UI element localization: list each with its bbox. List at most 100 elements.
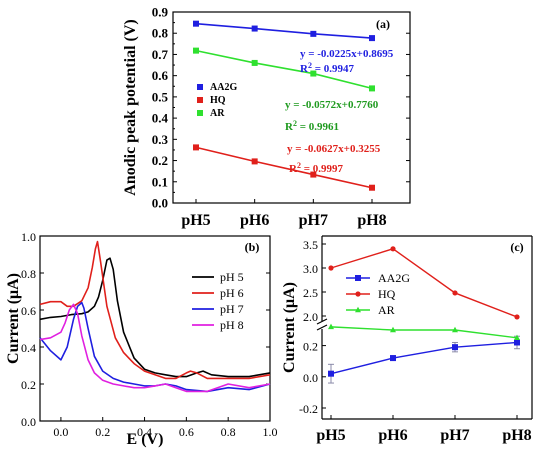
y-tick-label-b: 1.0 [21,230,36,244]
axis-break-mark [316,324,328,331]
data-point-hq [514,314,520,320]
r-squared-hq: R2 = 0.9997 [289,161,343,175]
y-tick-label-a: 0.9 [152,5,169,20]
data-point-hq [328,265,334,271]
series-curve-ph6 [39,240,271,380]
series-line-aa2g [330,341,518,375]
series-curve-ph7 [39,301,271,393]
panel-a: 0.0 0.1 0.2 0.3 0.4 0.5 0.6 0.7 0.8 0.9 pH5 pH6 pH7 p… [122,5,411,229]
data-point-ar [193,47,199,54]
data-point-hq [193,144,199,151]
y-tick-label-b: 0.4 [21,341,36,355]
y-tick-label-b: 0.8 [21,267,36,281]
panel-c: 2.0 2.5 3.0 3.5 -0.2 0.0 0.2 pH5 pH6 pH7 pH8 Curren… [281,235,533,444]
y-tick-label-a: 0.5 [152,89,169,104]
series-line-hq [330,248,518,318]
y-axis-label-a: Anodic peak potential (V) [122,19,139,195]
data-point-aa2g [369,35,375,42]
series-line-aa2g [195,22,373,39]
data-point-aa2g [514,339,520,346]
y-tick-label-a: 0.4 [152,111,169,126]
legend-marker-hq [197,97,203,103]
x-tick-label-b: 0.6 [179,425,194,439]
x-tick-label-a: pH5 [181,212,210,229]
data-point-aa2g [328,370,334,377]
x-tick-label-c: pH7 [440,427,469,444]
data-point-ar [452,326,458,333]
legend-label-ph8: pH 8 [220,318,244,332]
y-tick-label-c: 3.0 [303,262,318,276]
data-point-ar [369,85,375,92]
panel-label-b: (b) [245,240,260,254]
y-tick-label-c: 2.0 [303,310,318,324]
y-tick-label-a: 0.6 [152,68,169,83]
x-tick-label-b: 0.2 [95,425,110,439]
axis-break-mark [316,318,328,325]
x-tick-label-c: pH8 [502,427,531,444]
x-tick-label-a: pH6 [240,212,269,229]
data-point-hq [251,158,258,165]
y-tick-label-a: 0.7 [152,47,169,62]
series-curve-ph8 [39,303,271,393]
y-tick-label-c: -0.2 [299,402,318,416]
x-tick-label-b: 0.0 [53,425,68,439]
series-line-hq [195,146,373,189]
x-tick-label-a: pH8 [357,212,386,229]
regression-equation-aa2g: y = -0.0225x+0.8695 [300,48,394,60]
panel-label-a: (a) [376,17,390,31]
legend-label-ph5: pH 5 [220,270,244,284]
x-tick-label-b: 0.4 [137,425,152,439]
legend-marker-hq [355,291,361,297]
r-squared-ar: R2 = 0.9961 [285,119,339,133]
regression-equation-hq: y = -0.0627x+0.3255 [287,143,381,155]
data-point-aa2g [390,355,396,362]
y-axis-label-b: Current (μA) [5,273,22,364]
data-point-aa2g [452,344,458,351]
y-tick-label-a: 0.0 [152,196,168,211]
y-tick-label-c: 2.5 [303,286,318,300]
r-squared-aa2g: R2 = 0.9947 [300,61,354,75]
x-tick-label-b: 0.8 [221,425,236,439]
x-tick-label-a: pH7 [299,212,328,229]
series-curve-ph5 [39,257,271,378]
y-tick-label-a: 0.3 [152,132,169,147]
x-tick-label-c: pH6 [378,427,407,444]
data-point-hq [390,246,396,252]
y-tick-label-a: 0.2 [152,153,168,168]
data-point-hq [369,184,375,191]
legend-label-ph6: pH 6 [220,286,244,300]
y-tick-label-c: 0.0 [303,371,318,385]
legend-label-ph7: pH 7 [220,302,244,316]
x-tick-label-b: 1.0 [263,425,278,439]
legend-label-hq: HQ [210,95,226,106]
y-axis-label-c: Current (μA) [281,282,298,373]
y-tick-label-c: 3.5 [303,238,318,252]
legend-label-ar: AR [210,108,225,119]
data-point-ar [251,59,258,66]
data-point-hq [452,290,458,296]
legend-label-aa2g: AA2G [210,82,237,93]
y-tick-label-b: 0.2 [21,378,36,392]
legend-marker-ar [355,306,361,313]
y-tick-label-a: 0.8 [152,26,169,41]
x-axis-label-b: E (V) [127,431,164,448]
legend-label-aa2g: AA2G [378,271,410,285]
legend-label-ar: AR [378,303,395,317]
data-point-ar [310,70,317,77]
series-line-ar [330,326,518,339]
regression-equation-ar: y = -0.0572x+0.7760 [285,99,379,111]
panel-label-c: (c) [510,240,523,254]
legend-marker-aa2g [355,275,361,281]
data-point-ar [328,323,334,330]
legend-label-hq: HQ [378,287,396,301]
legend-marker-aa2g [197,84,203,90]
data-point-ar [514,334,520,340]
legend-marker-ar [197,110,203,116]
y-tick-label-b: 0.6 [21,304,36,318]
data-point-aa2g [251,25,258,32]
data-point-hq [310,171,317,178]
x-tick-label-c: pH5 [316,427,345,444]
y-tick-label-a: 0.1 [152,174,168,189]
series-line-ar [195,49,373,90]
